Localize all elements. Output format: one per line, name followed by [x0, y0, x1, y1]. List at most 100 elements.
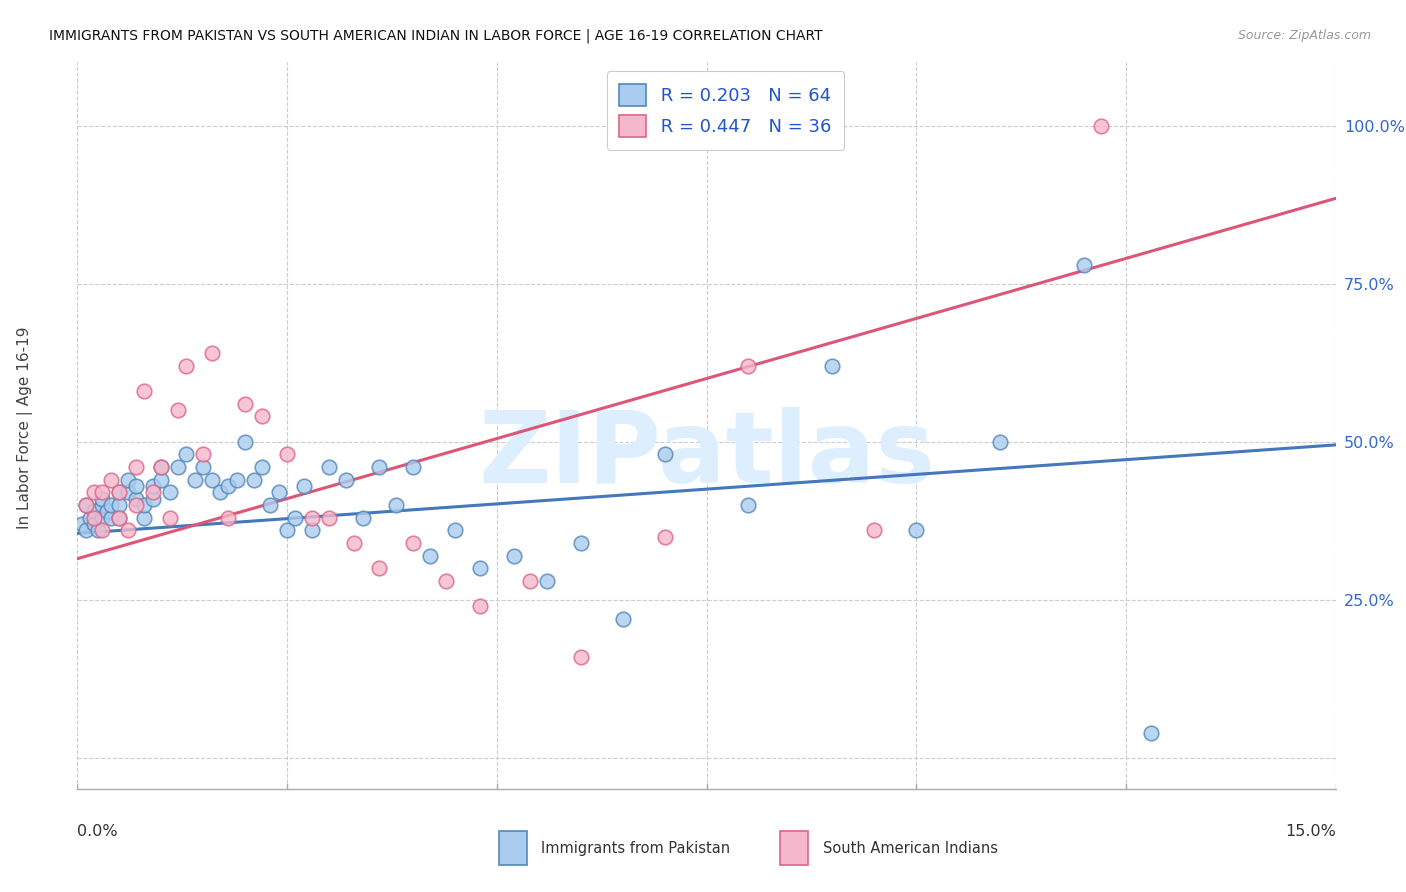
Point [318, 460, 340, 475]
Point [91, 485, 114, 500]
Text: Source: ZipAtlas.com: Source: ZipAtlas.com [1237, 29, 1371, 42]
Point [267, 485, 290, 500]
Point [385, 498, 408, 512]
Point [569, 536, 592, 550]
Point [142, 479, 165, 493]
Point [91, 498, 114, 512]
Text: 0.0%: 0.0% [77, 824, 118, 839]
Point [276, 447, 298, 461]
Point [233, 434, 256, 449]
Point [737, 498, 759, 512]
Point [402, 460, 425, 475]
Bar [499, 831, 527, 865]
Point [108, 498, 131, 512]
Point [142, 485, 165, 500]
Text: Immigrants from Pakistan: Immigrants from Pakistan [541, 841, 731, 855]
Point [142, 491, 165, 506]
Point [96, 504, 118, 518]
Point [108, 510, 131, 524]
Point [159, 510, 181, 524]
Bar [780, 831, 808, 865]
Text: IMMIGRANTS FROM PAKISTAN VS SOUTH AMERICAN INDIAN IN LABOR FORCE | AGE 16-19 COR: IMMIGRANTS FROM PAKISTAN VS SOUTH AMERIC… [49, 29, 823, 43]
Legend:  R = 0.203   N = 64,  R = 0.447   N = 36: R = 0.203 N = 64, R = 0.447 N = 36 [606, 71, 844, 150]
Point [988, 434, 1011, 449]
Point [184, 473, 207, 487]
Point [125, 491, 148, 506]
Point [83, 516, 105, 531]
Point [150, 460, 173, 475]
Point [176, 359, 198, 373]
Point [318, 510, 340, 524]
Point [150, 460, 173, 475]
Point [117, 473, 139, 487]
Point [83, 504, 105, 518]
Text: ZIPatlas: ZIPatlas [478, 407, 935, 503]
Point [83, 510, 105, 524]
Point [863, 523, 886, 537]
Point [292, 479, 315, 493]
Point [436, 574, 458, 588]
Point [100, 498, 122, 512]
Point [134, 510, 156, 524]
Point [536, 574, 558, 588]
Point [191, 447, 215, 461]
Point [402, 536, 425, 550]
Point [242, 473, 264, 487]
Point [200, 473, 222, 487]
Point [125, 479, 148, 493]
Point [176, 447, 198, 461]
Point [108, 485, 131, 500]
Point [343, 536, 366, 550]
Point [250, 409, 273, 424]
Point [75, 498, 97, 512]
Point [1140, 725, 1163, 739]
Point [301, 510, 323, 524]
Point [100, 473, 122, 487]
Point [502, 549, 524, 563]
Point [1073, 258, 1095, 272]
Point [259, 498, 281, 512]
Point [108, 510, 131, 524]
Point [468, 561, 491, 575]
Point [134, 384, 156, 399]
Point [654, 447, 676, 461]
Point [159, 485, 181, 500]
Point [125, 460, 148, 475]
Point [335, 473, 357, 487]
Point [75, 498, 97, 512]
Point [191, 460, 215, 475]
Point [419, 549, 441, 563]
Point [150, 473, 173, 487]
Point [225, 473, 247, 487]
Point [117, 485, 139, 500]
Point [208, 485, 231, 500]
Point [654, 530, 676, 544]
Point [1090, 119, 1112, 133]
Point [91, 510, 114, 524]
Text: In Labor Force | Age 16-19: In Labor Force | Age 16-19 [17, 326, 34, 530]
Point [91, 523, 114, 537]
Text: South American Indians: South American Indians [823, 841, 997, 855]
Point [737, 359, 759, 373]
Point [217, 479, 239, 493]
Point [250, 460, 273, 475]
Point [167, 403, 190, 417]
Point [91, 491, 114, 506]
Point [217, 510, 239, 524]
Point [276, 523, 298, 537]
Point [612, 612, 634, 626]
Point [83, 485, 105, 500]
Point [108, 485, 131, 500]
Point [821, 359, 844, 373]
Point [519, 574, 541, 588]
Point [905, 523, 928, 537]
Point [569, 649, 592, 664]
Point [134, 498, 156, 512]
Point [368, 561, 391, 575]
Point [284, 510, 307, 524]
Point [200, 346, 222, 360]
Point [100, 510, 122, 524]
Point [444, 523, 467, 537]
Point [125, 498, 148, 512]
Point [87, 523, 110, 537]
